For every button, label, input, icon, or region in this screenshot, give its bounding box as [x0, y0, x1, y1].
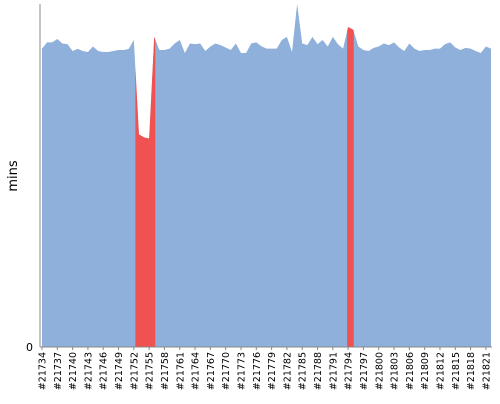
x-tick-label: #21791: [328, 352, 339, 390]
highlight-region-0: [135, 36, 156, 348]
x-tick-label: #21818: [466, 352, 477, 390]
x-tick-label: #21764: [191, 352, 202, 390]
x-tick-label: #21737: [53, 352, 64, 390]
area-series-layer: [42, 4, 491, 348]
x-tick-label: #21815: [451, 352, 462, 390]
y-tick-label-zero: 0: [26, 341, 33, 354]
x-tick-label: #21806: [405, 352, 416, 390]
x-tick-label: #21770: [221, 352, 232, 390]
x-tick-label: #21749: [114, 352, 125, 390]
x-tick-label: #21761: [175, 352, 186, 390]
x-tick-label: #21812: [435, 352, 446, 390]
x-tick-label: #21740: [68, 352, 79, 390]
x-tick-label: #21752: [129, 352, 140, 390]
x-tick-label: #21776: [252, 352, 263, 390]
x-tick-label: #21797: [359, 352, 370, 390]
y-axis-label: mins: [6, 160, 21, 192]
x-tick-label: #21773: [236, 352, 247, 390]
x-tick-label: #21743: [83, 352, 94, 390]
x-tick-label: #21758: [160, 352, 171, 390]
x-tick-labels: #21734 #21737 #21740 #21743 #21746 #21749 #217…: [38, 347, 492, 390]
x-tick-label: #21767: [206, 352, 217, 390]
x-tick-label: #21779: [267, 352, 278, 390]
x-tick-label: #21755: [145, 352, 156, 390]
x-tick-label: #21788: [313, 352, 324, 390]
x-tick-label: #21803: [390, 352, 401, 390]
area-series: [42, 4, 491, 347]
x-tick-label: #21746: [99, 352, 110, 390]
highlight-region-1: [347, 26, 354, 347]
x-tick-label: #21782: [282, 352, 293, 390]
x-tick-label: #21821: [481, 352, 492, 390]
x-tick-label: #21800: [374, 352, 385, 390]
x-tick-label: #21794: [344, 352, 355, 390]
x-tick-label: #21734: [38, 352, 49, 390]
axes: [39, 4, 492, 348]
x-tick-label: #21785: [298, 352, 309, 390]
x-tick-label: #21809: [420, 352, 431, 390]
